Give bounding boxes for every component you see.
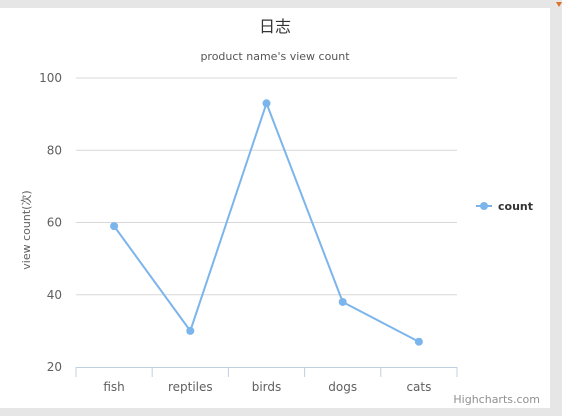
legend[interactable]: count <box>476 200 533 213</box>
data-point <box>110 222 119 231</box>
x-axis: fish reptiles birds dogs cats <box>75 367 458 394</box>
credits-link[interactable]: Highcharts.com <box>453 393 540 406</box>
y-tick-label: 100 <box>39 71 62 85</box>
chart-container: 20 40 60 80 100 fish reptiles birds dogs cats 日志… <box>0 8 550 408</box>
corner-mark-icon <box>556 2 562 7</box>
y-tick-label: 20 <box>47 360 62 374</box>
y-tick-label: 40 <box>47 288 62 302</box>
gridlines <box>76 77 457 296</box>
x-tick-label: cats <box>406 380 431 394</box>
x-tick-label: birds <box>252 380 282 394</box>
y-tick-label: 80 <box>47 143 62 157</box>
x-tick-label: dogs <box>328 380 357 394</box>
data-point <box>186 326 195 335</box>
y-axis-ticks: 20 40 60 80 100 <box>39 71 62 374</box>
legend-marker-icon <box>480 202 488 210</box>
data-point <box>414 337 423 346</box>
x-tick-label: fish <box>103 380 124 394</box>
data-point <box>262 99 271 108</box>
series-layer <box>110 99 423 346</box>
y-tick-label: 60 <box>47 216 62 230</box>
x-tick-label: reptiles <box>168 380 213 394</box>
data-point <box>338 297 347 306</box>
y-axis-title: view count(次) <box>19 190 33 269</box>
line-chart: 20 40 60 80 100 fish reptiles birds dogs cats 日志… <box>19 17 540 406</box>
chart-title: 日志 <box>259 17 291 36</box>
legend-item-count[interactable]: count <box>498 200 533 213</box>
chart-subtitle: product name's view count <box>200 50 350 63</box>
